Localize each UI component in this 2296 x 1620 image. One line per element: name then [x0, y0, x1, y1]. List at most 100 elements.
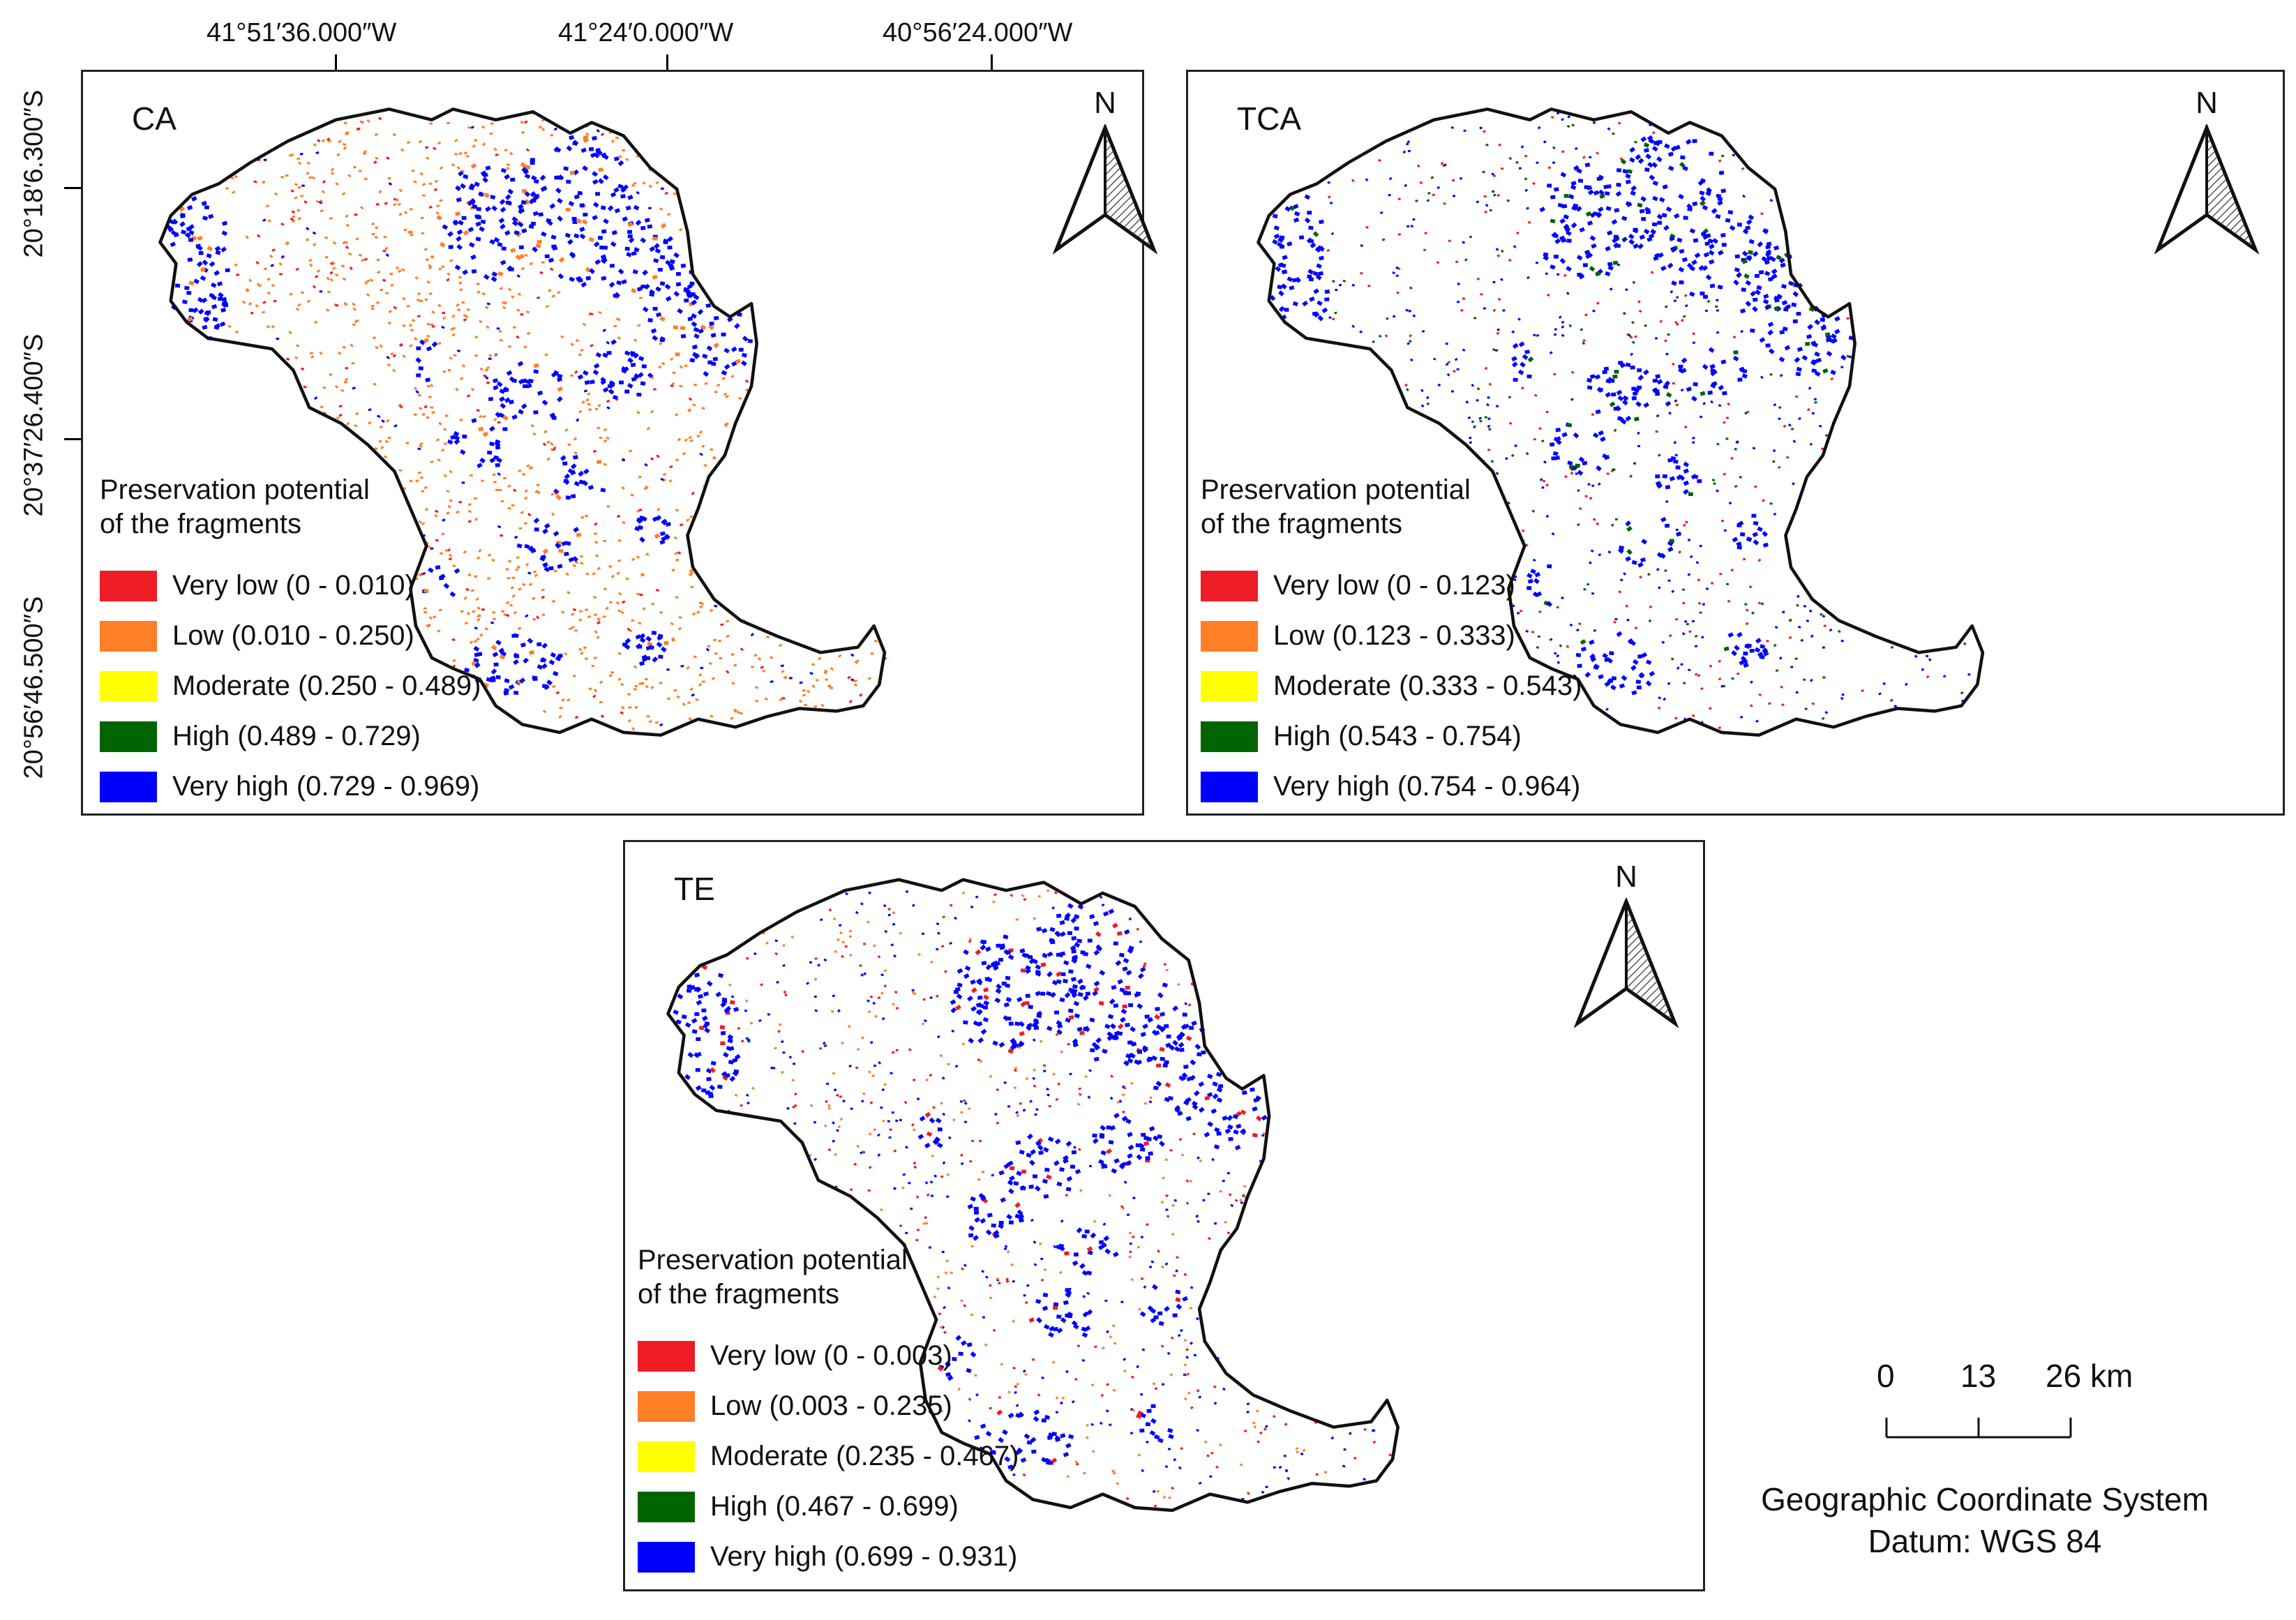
- latitude-label-3: 20°56′46.500″S: [19, 596, 49, 779]
- longitude-label-3: 40°56′24.000″W: [883, 18, 1073, 47]
- swatch-very-low: [100, 570, 157, 601]
- legend-item-label: High (0.489 - 0.729): [172, 721, 421, 752]
- swatch-low: [100, 620, 157, 652]
- basin-map: [158, 107, 887, 737]
- swatch-high: [1201, 721, 1258, 752]
- fragment-stipple: [1269, 111, 1971, 735]
- latitude-tick-1: [64, 187, 81, 189]
- legend-item-moderate: Moderate (0.250 - 0.489): [100, 661, 481, 712]
- swatch-very-low: [638, 1340, 695, 1372]
- longitude-label-1: 41°51′36.000″W: [207, 18, 397, 47]
- north-letter: N: [2196, 86, 2218, 120]
- north-letter: N: [1615, 860, 1637, 894]
- legend-title-line-1: Preservation potential: [100, 474, 370, 505]
- legend-item-label: Very low (0 - 0.010): [172, 570, 414, 601]
- swatch-very-high: [100, 771, 157, 802]
- legend-item-high: High (0.543 - 0.754): [1201, 712, 1582, 762]
- scale-label-13: 13: [1960, 1358, 1997, 1394]
- swatch-low: [1201, 620, 1258, 652]
- legend-title-line-1: Preservation potential: [1201, 474, 1471, 505]
- legend-item-label: Very high (0.754 - 0.964): [1273, 771, 1581, 802]
- legend-item-moderate: Moderate (0.235 - 0.467): [638, 1432, 1019, 1482]
- legend-item-very-low: Very low (0 - 0.123): [1201, 561, 1582, 611]
- legend-item-low: Low (0.010 - 0.250): [100, 611, 481, 661]
- map-panel-tca: TCA N Preservation potential of the frag…: [1186, 70, 2285, 816]
- legend-item-label: Very low (0 - 0.003): [710, 1340, 952, 1372]
- scale-bar: 0 13 26 km: [1877, 1357, 2133, 1448]
- legend-title-line-2: of the fragments: [1201, 508, 1403, 539]
- legend-item-high: High (0.489 - 0.729): [100, 712, 481, 762]
- basin-outline: [158, 107, 887, 737]
- north-arrow: N: [1574, 860, 1679, 1034]
- map-panel-te: TE N Preservation potential of the fragm…: [623, 840, 1705, 1591]
- swatch-very-high: [1201, 771, 1258, 802]
- legend-item-very-high: Very high (0.699 - 0.931): [638, 1532, 1019, 1582]
- swatch-moderate: [638, 1441, 695, 1472]
- crs-line-1: Geographic Coordinate System: [1761, 1481, 2209, 1517]
- legend-item-very-low: Very low (0 - 0.003): [638, 1331, 1019, 1381]
- basin-area: [1258, 109, 1983, 735]
- legend-title: Preservation potential of the fragments: [1201, 473, 1582, 541]
- fragment-stipple: [165, 112, 887, 731]
- north-arrow: N: [2154, 86, 2259, 260]
- scale-bar-line: [1885, 1418, 2072, 1439]
- basin-outline: [666, 878, 1400, 1513]
- legend-item-very-high: Very high (0.729 - 0.969): [100, 762, 481, 812]
- fragment-stipple: [673, 890, 1400, 1510]
- legend: Preservation potential of the fragments …: [1201, 473, 1582, 812]
- legend-item-label: Moderate (0.333 - 0.543): [1273, 670, 1582, 702]
- basin-area: [160, 109, 885, 735]
- legend-item-label: Very high (0.699 - 0.931): [710, 1541, 1018, 1573]
- scale-label-0: 0: [1877, 1358, 1895, 1394]
- north-arrow: N: [1053, 86, 1157, 260]
- panel-label: CA: [132, 100, 177, 137]
- legend-item-label: High (0.543 - 0.754): [1273, 721, 1522, 752]
- legend: Preservation potential of the fragments …: [100, 473, 481, 812]
- legend-item-label: Moderate (0.250 - 0.489): [172, 670, 481, 702]
- legend-title: Preservation potential of the fragments: [100, 473, 481, 541]
- legend-item-label: Low (0.123 - 0.333): [1273, 620, 1515, 652]
- legend-item-moderate: Moderate (0.333 - 0.543): [1201, 661, 1582, 712]
- north-letter: N: [1094, 86, 1116, 120]
- swatch-very-high: [638, 1541, 695, 1573]
- legend-item-label: High (0.467 - 0.699): [710, 1491, 959, 1522]
- longitude-tick-1: [335, 54, 337, 71]
- legend-title-line-2: of the fragments: [638, 1278, 840, 1310]
- swatch-very-low: [1201, 570, 1258, 601]
- latitude-tick-2: [64, 438, 81, 440]
- latitude-label-1: 20°18′6.300″S: [19, 89, 49, 258]
- basin-area: [668, 879, 1398, 1510]
- legend-item-low: Low (0.003 - 0.235): [638, 1381, 1019, 1432]
- legend-item-high: High (0.467 - 0.699): [638, 1482, 1019, 1532]
- legend-item-label: Very low (0 - 0.123): [1273, 570, 1515, 601]
- crs-line-2: Datum: WGS 84: [1868, 1522, 2102, 1559]
- legend-item-low: Low (0.123 - 0.333): [1201, 611, 1582, 661]
- swatch-high: [100, 721, 157, 752]
- basin-outline: [1256, 107, 1985, 737]
- legend: Preservation potential of the fragments …: [638, 1243, 1019, 1582]
- panel-label: TE: [674, 871, 715, 907]
- swatch-low: [638, 1390, 695, 1422]
- legend-item-label: Low (0.010 - 0.250): [172, 620, 414, 652]
- legend-title-line-2: of the fragments: [100, 508, 302, 539]
- coordinate-system-note: Geographic Coordinate System Datum: WGS …: [1713, 1479, 2257, 1563]
- scale-label-26: 26 km: [2046, 1358, 2133, 1394]
- swatch-moderate: [1201, 670, 1258, 702]
- map-panel-ca: CA N Preservation potential of the fragm…: [81, 70, 1157, 816]
- panel-label: TCA: [1237, 100, 1301, 137]
- legend-item-very-high: Very high (0.754 - 0.964): [1201, 762, 1582, 812]
- legend-title: Preservation potential of the fragments: [638, 1243, 1019, 1312]
- basin-map: [666, 878, 1400, 1513]
- legend-item-very-low: Very low (0 - 0.010): [100, 561, 481, 611]
- longitude-tick-2: [666, 54, 668, 71]
- north-arrow-icon: [2154, 124, 2259, 255]
- north-arrow-icon: [1574, 898, 1679, 1028]
- longitude-label-2: 41°24′0.000″W: [558, 18, 734, 47]
- legend-title-line-1: Preservation potential: [638, 1245, 908, 1275]
- north-arrow-icon: [1053, 124, 1157, 255]
- latitude-label-2: 20°37′26.400″S: [19, 333, 49, 517]
- legend-item-label: Low (0.003 - 0.235): [710, 1390, 952, 1422]
- swatch-high: [638, 1491, 695, 1522]
- basin-map: [1256, 107, 1985, 737]
- legend-item-label: Moderate (0.235 - 0.467): [710, 1441, 1019, 1472]
